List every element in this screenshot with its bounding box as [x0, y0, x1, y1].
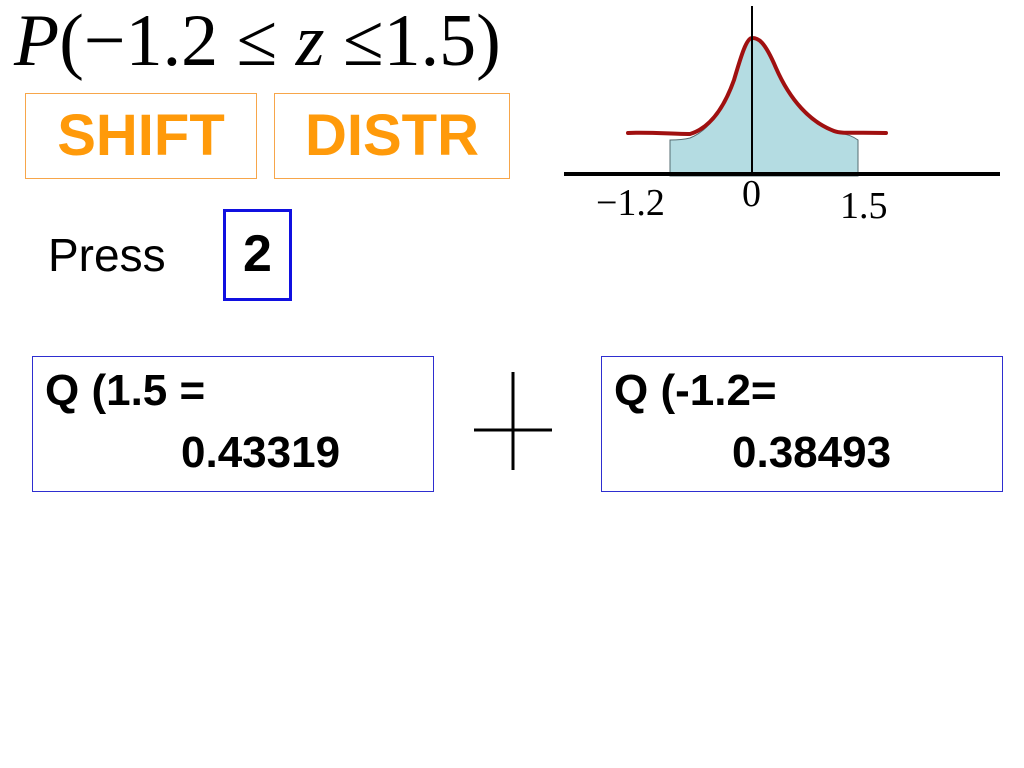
formula-open-paren: ( [59, 0, 84, 82]
normal-curve-diagram: −1.2 0 1.5 [564, 6, 1000, 227]
result-label-upper: Q (1.5 = [45, 366, 206, 415]
formula-variable: z [295, 0, 325, 82]
formula-le-sign-2: ≤ [343, 0, 384, 82]
formula-le-sign-1: ≤ [236, 0, 278, 82]
plus-icon [474, 372, 552, 470]
press-label: Press [48, 229, 166, 281]
tick-label-1-5: 1.5 [840, 185, 888, 227]
result-value-upper: 0.43319 [181, 428, 341, 477]
formula-upper-bound: 1.5 [383, 0, 477, 82]
result-label-lower: Q (-1.2= [614, 366, 777, 415]
shaded-area [669, 37, 859, 177]
result-box-upper: Q (1.5 = 0.43319 [32, 356, 434, 492]
probability-formula: P(−1.2 ≤ z ≤1.5) [14, 4, 501, 78]
distr-key: DISTR [274, 93, 510, 179]
formula-close-paren: ) [476, 0, 501, 82]
tick-label-minus-1-2: −1.2 [596, 182, 665, 224]
shift-key: SHIFT [25, 93, 257, 179]
formula-p: P [14, 0, 60, 82]
result-box-lower: Q (-1.2= 0.38493 [601, 356, 1003, 492]
tick-label-0: 0 [742, 173, 761, 215]
key-two: 2 [223, 209, 292, 301]
formula-lower-bound: −1.2 [83, 0, 219, 82]
result-value-lower: 0.38493 [732, 428, 892, 477]
